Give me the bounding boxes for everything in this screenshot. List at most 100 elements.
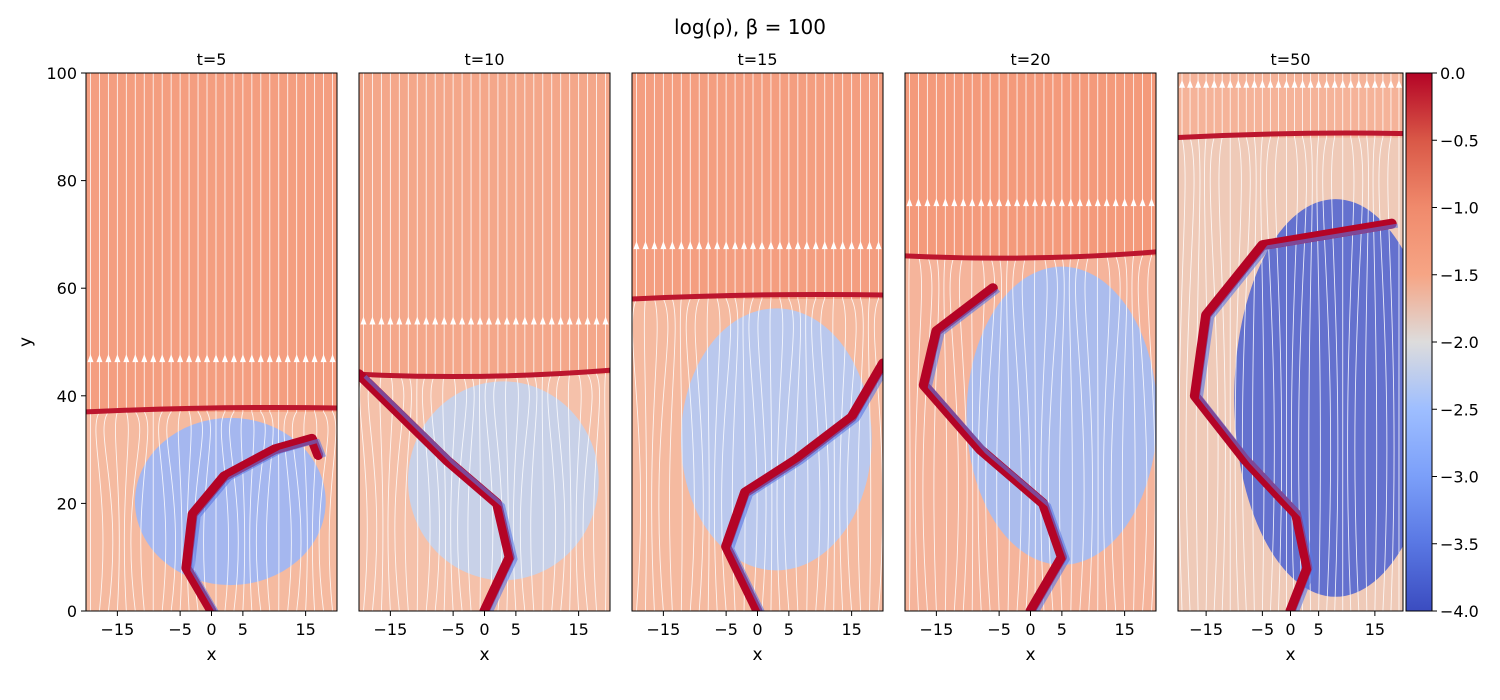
- streamline: [593, 73, 601, 611]
- streamline-arrow: [696, 241, 703, 250]
- streamline: [1034, 73, 1036, 611]
- streamline: [1354, 73, 1364, 611]
- streamline: [604, 73, 607, 611]
- shock-front: [359, 367, 610, 380]
- panel-4: t=20 −15 −5 0 5 15 x: [904, 50, 1157, 665]
- streamline-arrow: [204, 354, 211, 363]
- streamline: [651, 73, 658, 611]
- streamline-arrow: [1049, 198, 1056, 207]
- x-tick-label: 5: [511, 620, 521, 639]
- streamline-arrow: [906, 198, 913, 207]
- y-axis-label: y: [16, 337, 36, 347]
- streamline-arrow: [1379, 79, 1386, 88]
- colorbar-tick-label: −0.5: [1440, 131, 1479, 150]
- streamline-arrow: [485, 316, 492, 325]
- streamline-arrow: [141, 354, 148, 363]
- streamline-arrow: [1112, 198, 1119, 207]
- streamline-arrow: [1179, 79, 1186, 88]
- streamline-arrow: [450, 316, 457, 325]
- streamline: [685, 73, 695, 611]
- x-tick-label: 5: [1314, 620, 1324, 639]
- streamline: [1195, 73, 1201, 611]
- streamline-arrow: [642, 241, 649, 250]
- streamline-arrow: [293, 354, 300, 363]
- streamline: [914, 73, 923, 611]
- streamline: [567, 73, 572, 611]
- streamline-arrow: [284, 354, 291, 363]
- streamline: [820, 73, 830, 611]
- streamline-arrow: [767, 241, 774, 250]
- streamline: [394, 73, 405, 611]
- x-tick-label: −5: [1251, 620, 1275, 639]
- streamline: [1096, 73, 1099, 611]
- streamline-arrow: [423, 316, 430, 325]
- streamline-arrow: [1023, 198, 1030, 207]
- streamline-arrow: [1371, 79, 1378, 88]
- y-tick-label: 80: [57, 172, 77, 191]
- streamline-arrow: [320, 354, 327, 363]
- streamline-arrow: [548, 316, 555, 325]
- colorbar: 0.0 −0.5 −1.0 −1.5 −2.0 −2.5 −3.0 −3.5 −4.0: [1405, 64, 1479, 621]
- streamline: [632, 73, 642, 611]
- streamline: [694, 73, 704, 611]
- streamline-arrow: [942, 198, 949, 207]
- x-tick-label: −5: [714, 620, 738, 639]
- streamline-arrow: [1395, 79, 1402, 88]
- streamline-arrow: [987, 198, 994, 207]
- streamline-arrow: [1315, 79, 1322, 88]
- streamline: [1131, 73, 1136, 611]
- colorbar-ticks: 0.0 −0.5 −1.0 −1.5 −2.0 −2.5 −3.0 −3.5 −4.0: [1432, 64, 1479, 621]
- streamline: [478, 73, 482, 611]
- streamline: [794, 73, 802, 611]
- x-tick-label: −5: [441, 620, 465, 639]
- streamline-arrow: [459, 316, 466, 325]
- y-tick-label: 0: [67, 602, 77, 621]
- streamlines: [632, 73, 883, 611]
- x-tick-label: 0: [479, 620, 489, 639]
- x-tick-label: 15: [1114, 620, 1134, 639]
- streamline: [1260, 73, 1265, 611]
- panel-1: t=5 −15 −5 0 5 15 x 0 20 40 60 80 100: [46, 50, 338, 665]
- streamline: [1387, 73, 1395, 611]
- x-tick-label: 0: [1285, 620, 1295, 639]
- streamline-arrow: [1094, 198, 1101, 207]
- streamline: [643, 73, 647, 611]
- streamline: [805, 73, 809, 611]
- streamline: [1121, 73, 1128, 611]
- streamline: [1021, 73, 1031, 611]
- streamline-arrow: [168, 354, 175, 363]
- streamline-arrow: [494, 316, 501, 325]
- streamline: [748, 73, 758, 611]
- x-tick-label: −5: [168, 620, 192, 639]
- streamline: [1347, 73, 1355, 611]
- streamline: [1059, 73, 1065, 611]
- streamline-arrow: [1139, 198, 1146, 207]
- x-axis-label: x: [1285, 645, 1295, 665]
- streamline-arrow: [266, 354, 273, 363]
- shock-front: [905, 249, 1156, 261]
- streamline: [769, 73, 773, 611]
- streamline-arrow: [785, 241, 792, 250]
- colorbar-tick-label: −2.0: [1440, 333, 1479, 352]
- streamline-arrow: [360, 316, 367, 325]
- x-tick-label: −15: [919, 620, 953, 639]
- streamline: [1290, 73, 1299, 611]
- streamline: [1147, 73, 1156, 611]
- streamline-arrow: [1251, 79, 1258, 88]
- streamline-arrow: [1275, 79, 1282, 88]
- streamline-arrow: [593, 316, 600, 325]
- filament-shadow: [1198, 223, 1399, 611]
- x-tick-label: 0: [752, 620, 762, 639]
- streamline-arrow: [705, 241, 712, 250]
- streamline-arrow: [924, 198, 931, 207]
- streamline-arrow: [1307, 79, 1314, 88]
- streamline-arrow: [396, 316, 403, 325]
- streamline-arrow: [714, 241, 721, 250]
- streamline-arrow: [750, 241, 757, 250]
- streamline-arrow: [1040, 198, 1047, 207]
- streamline: [706, 73, 710, 611]
- streamline-arrow: [212, 354, 219, 363]
- streamline-arrow: [848, 241, 855, 250]
- x-tick-label: 0: [206, 620, 216, 639]
